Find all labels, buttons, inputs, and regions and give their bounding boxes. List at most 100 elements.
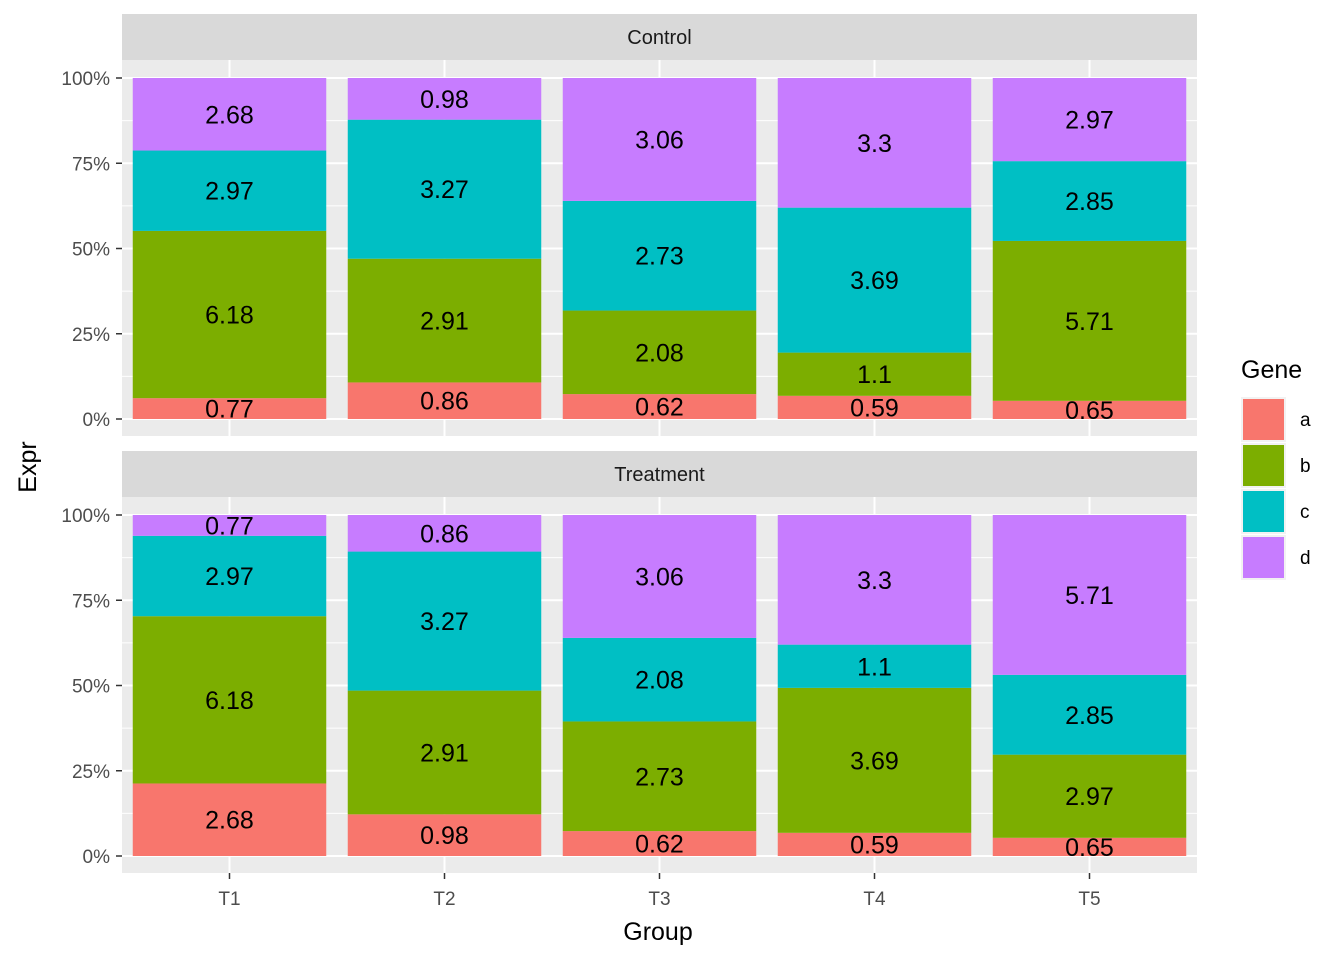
- bar-label-t2-d: 0.98: [420, 86, 469, 114]
- bar-t1-a: [132, 398, 327, 419]
- bar-t3-b: [562, 721, 757, 832]
- legend: Gene a b c d: [1241, 356, 1311, 580]
- bar-label-t1-b: 6.18: [205, 687, 254, 715]
- x-tick-label: T4: [863, 889, 886, 910]
- x-axis-title: Group: [623, 918, 692, 946]
- bar-t1-c: [132, 150, 327, 231]
- y-axis-title: Expr: [14, 441, 42, 492]
- y-tick-label: 25%: [72, 762, 110, 783]
- facet-strip-label: Control: [627, 27, 691, 49]
- bar-t1-c: [132, 535, 327, 617]
- legend-title: Gene: [1241, 356, 1302, 384]
- facet-treatment: Treatment 0% 25% 50% 75% 100% 2.68 6.18 2.97 0.77…: [61, 451, 1197, 873]
- bar-t1-d: [132, 78, 327, 151]
- bar-label-t4-d: 3.3: [857, 567, 892, 595]
- bar-label-t2-a: 0.98: [420, 822, 469, 850]
- bar-label-t3-c: 2.73: [635, 243, 684, 271]
- y-tick-label: 75%: [72, 154, 110, 175]
- bar-t2-c: [347, 551, 542, 691]
- bar-t1-d: [132, 515, 327, 536]
- bar-t3-c: [562, 637, 757, 722]
- bar-label-t2-a: 0.86: [420, 388, 469, 416]
- y-tick-label: 100%: [61, 506, 110, 527]
- x-tick-label: T3: [648, 889, 670, 910]
- bar-label-t4-a: 0.59: [850, 394, 899, 422]
- bar-label-t3-b: 2.73: [635, 763, 684, 791]
- bar-t4-d: [777, 515, 972, 645]
- bar-t1-a: [132, 783, 327, 856]
- bar-t4-b: [777, 687, 972, 833]
- y-tick-label: 0%: [83, 847, 111, 868]
- bar-t3-c: [562, 200, 757, 311]
- bar-t3-d: [562, 78, 757, 201]
- bar-label-t3-d: 3.06: [635, 563, 684, 591]
- bar-t5-c: [992, 161, 1187, 241]
- bar-t5-b: [992, 754, 1187, 838]
- bar-t4-d: [777, 78, 972, 208]
- bar-label-t5-a: 0.65: [1065, 834, 1114, 862]
- legend-label-c: c: [1300, 502, 1310, 523]
- bar-label-t1-a: 0.77: [205, 396, 254, 424]
- bar-label-t1-d: 0.77: [205, 512, 254, 540]
- y-tick-label: 0%: [83, 410, 111, 431]
- bar-label-t4-b: 3.69: [850, 747, 899, 775]
- bar-label-t3-a: 0.62: [635, 394, 684, 422]
- bar-t5-b: [992, 240, 1187, 401]
- bar-t3-a: [562, 394, 757, 419]
- bar-t2-c: [347, 119, 542, 259]
- bar-t4-c: [777, 207, 972, 353]
- bar-label-t5-d: 5.71: [1065, 582, 1114, 610]
- bar-t5-a: [992, 837, 1187, 856]
- bar-t2-a: [347, 382, 542, 419]
- bar-label-t1-d: 2.68: [205, 101, 254, 129]
- bar-label-t3-a: 0.62: [635, 831, 684, 859]
- x-tick-label: T1: [218, 889, 240, 910]
- bar-t2-d: [347, 515, 542, 552]
- bar-t5-c: [992, 674, 1187, 755]
- bar-t3-d: [562, 515, 757, 638]
- facet-control: Control 0% 25% 50% 75% 100% 0.77 6.18 2.97 2.68 0.…: [61, 14, 1197, 436]
- facet-strip-label: Treatment: [614, 464, 705, 486]
- y-tick-label: 75%: [72, 591, 110, 612]
- bar-t3-b: [562, 310, 757, 395]
- bar-t5-d: [992, 78, 1187, 162]
- legend-key-d: [1243, 537, 1284, 578]
- bar-label-t1-c: 2.97: [205, 563, 254, 591]
- legend-label-d: d: [1300, 548, 1311, 569]
- facet-strip: [122, 14, 1197, 60]
- legend-key-a: [1243, 399, 1284, 440]
- bar-label-t2-b: 2.91: [420, 739, 469, 767]
- bar-t1-b: [132, 230, 327, 399]
- x-tick-label: T5: [1078, 889, 1100, 910]
- bar-t4-a: [777, 832, 972, 856]
- bar-label-t3-c: 2.08: [635, 667, 684, 695]
- y-tick-label: 50%: [72, 240, 110, 261]
- facet-strip: [122, 451, 1197, 497]
- bar-t1-b: [132, 616, 327, 784]
- y-tick-label: 50%: [72, 677, 110, 698]
- bar-t2-b: [347, 258, 542, 383]
- bar-label-t1-a: 2.68: [205, 807, 254, 835]
- y-tick-label: 25%: [72, 325, 110, 346]
- bar-t2-b: [347, 690, 542, 815]
- bar-label-t5-b: 5.71: [1065, 308, 1114, 336]
- bar-label-t2-c: 3.27: [420, 176, 469, 204]
- bar-t4-b: [777, 352, 972, 396]
- bar-label-t4-d: 3.3: [857, 130, 892, 158]
- bar-t4-a: [777, 395, 972, 419]
- legend-label-a: a: [1300, 410, 1311, 431]
- x-axis: T1 T2 T3 T4 T5: [218, 873, 1101, 910]
- bar-t3-a: [562, 831, 757, 856]
- bar-label-t3-d: 3.06: [635, 126, 684, 154]
- bar-label-t2-d: 0.86: [420, 520, 469, 548]
- legend-label-b: b: [1300, 456, 1311, 477]
- x-tick-label: T2: [433, 889, 455, 910]
- bar-t4-c: [777, 644, 972, 688]
- bar-label-t4-a: 0.59: [850, 831, 899, 859]
- bar-label-t5-a: 0.65: [1065, 397, 1114, 425]
- bar-label-t5-d: 2.97: [1065, 107, 1114, 135]
- bar-label-t1-c: 2.97: [205, 178, 254, 206]
- bar-label-t4-c: 3.69: [850, 267, 899, 295]
- bar-label-t5-c: 2.85: [1065, 702, 1114, 730]
